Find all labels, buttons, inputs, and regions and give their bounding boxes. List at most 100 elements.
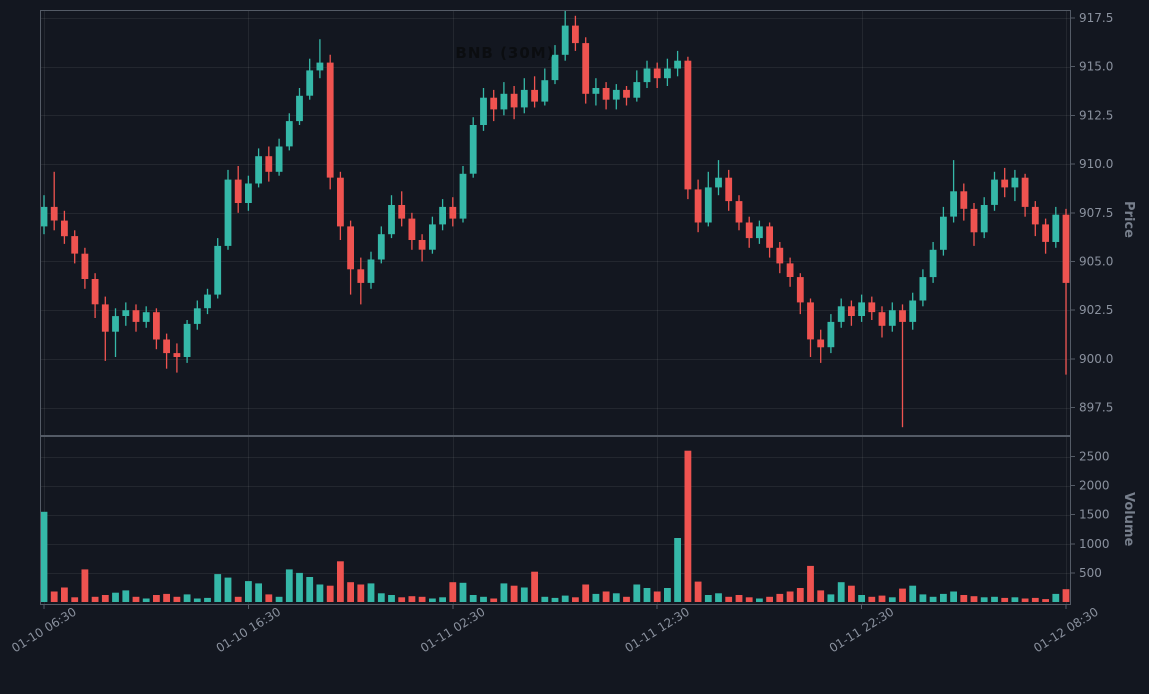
candle-body (112, 316, 119, 332)
volume-bar (980, 597, 988, 602)
candle-body (888, 310, 896, 326)
volume-bar (500, 583, 508, 602)
volume-bar (1062, 589, 1070, 602)
candle-body (275, 146, 283, 172)
candle-body (807, 302, 814, 340)
candle-body (255, 156, 262, 184)
volume-bar (296, 572, 303, 602)
volume-bar (469, 595, 477, 602)
candle-body (101, 304, 109, 332)
volume-bar (623, 596, 630, 602)
volume-bar (449, 582, 457, 602)
volume-bar (245, 581, 252, 602)
candle-body (827, 321, 835, 348)
candle-body (674, 60, 681, 69)
candle-body (950, 191, 957, 217)
volume-bar (878, 595, 886, 602)
volume-bar (132, 596, 140, 602)
volume-bar (204, 597, 211, 602)
candle-body (991, 179, 998, 205)
candle-body (183, 323, 191, 357)
candle-body (398, 205, 406, 219)
candle-body (909, 300, 917, 322)
volume-bar (367, 583, 375, 602)
volume-bar (664, 588, 671, 602)
candle-body (296, 95, 303, 122)
candle-body (899, 310, 906, 322)
candle-body (306, 70, 314, 96)
candle-body (715, 177, 722, 188)
volume-bar (408, 596, 416, 602)
volume-bar (347, 582, 354, 602)
volume-bar (868, 596, 876, 602)
volume-bar (909, 585, 917, 602)
volume-bar (1052, 593, 1060, 602)
volume-bar (807, 565, 814, 602)
candle-body (786, 263, 794, 277)
volume-bar (316, 584, 324, 602)
candle-body (796, 277, 804, 303)
volume-bar (715, 593, 722, 602)
volume-bar (40, 511, 48, 602)
candle-body (520, 89, 528, 108)
volume-bar (919, 594, 927, 602)
volume-bar (582, 584, 590, 602)
volume-tick-label: 500 (1079, 566, 1102, 580)
volume-bar (612, 593, 620, 602)
candle-body (132, 310, 140, 322)
volume-bar (643, 588, 651, 602)
price-tick-label: 912.5 (1079, 108, 1113, 122)
candle-body (1021, 177, 1029, 207)
volume-bar (602, 591, 610, 602)
volume-bar (551, 597, 559, 602)
volume-bar (1042, 599, 1049, 602)
candle-body (193, 308, 201, 324)
candle-body (142, 312, 150, 322)
volume-bar (694, 581, 702, 602)
candle-body (326, 62, 334, 178)
volume-tick-label: 2500 (1079, 450, 1110, 464)
candle-body (868, 302, 876, 313)
volume-bar (837, 582, 845, 602)
candle-body (459, 173, 467, 219)
candle-body (929, 249, 937, 278)
candle-body (50, 206, 58, 221)
volume-bar (275, 596, 283, 602)
candle-body (204, 294, 211, 309)
candle-body (602, 88, 610, 100)
candle-body (919, 277, 927, 301)
candle-body (1062, 214, 1070, 283)
candle-body (510, 93, 518, 108)
volume-bar (592, 593, 600, 602)
volume-bar (756, 598, 763, 602)
candle-body (745, 222, 753, 239)
volume-bar (183, 594, 191, 602)
candle-body (1011, 177, 1019, 188)
candle-body (377, 234, 385, 260)
price-axis: 897.5 900.0 902.5 905.0 907.5 910.0 912.5 915.0… (1070, 11, 1113, 415)
volume-bar (858, 595, 865, 602)
price-axis-title: Price (1121, 201, 1136, 238)
volume-bar (960, 595, 968, 602)
candle-body (980, 205, 988, 233)
price-tick-label: 905.0 (1079, 255, 1113, 269)
volume-bar (429, 598, 436, 602)
volume-bar (193, 598, 201, 602)
candle-body (633, 82, 641, 98)
volume-tick-label: 2000 (1079, 479, 1110, 493)
candle-body (245, 183, 252, 203)
candle-body (91, 279, 99, 305)
candle-body (316, 62, 324, 71)
volume-bar (899, 588, 906, 602)
candle-body (664, 68, 671, 79)
panel-borders (40, 10, 1071, 605)
volume-bar (142, 598, 150, 602)
candle-body (153, 312, 160, 340)
candle-body (817, 339, 825, 348)
candle-body (694, 189, 702, 223)
price-tick-label: 902.5 (1079, 303, 1113, 317)
volume-bar (786, 591, 794, 602)
candle-body (357, 269, 365, 283)
candle-body (265, 156, 273, 172)
